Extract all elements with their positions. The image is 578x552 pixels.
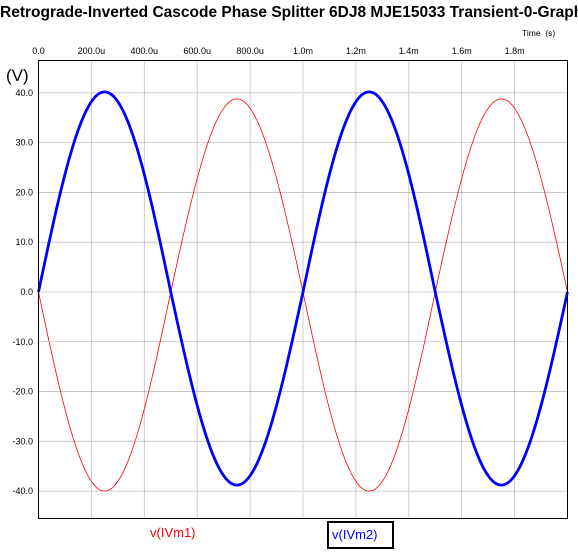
y-tick-label: -10.0 [12, 337, 33, 347]
y-axis-label: (V) [6, 66, 29, 85]
x-tick-label: 1.4m [399, 46, 419, 56]
grid-lines [38, 60, 568, 519]
x-axis-label: Time (s) [522, 28, 555, 38]
y-tick-label: -30.0 [12, 436, 33, 446]
legend-entry-ivm1: v(IVm1) [150, 525, 196, 540]
x-tick-label: 600.0u [183, 46, 211, 56]
x-tick-label: 1.0m [293, 46, 313, 56]
series-line-vivm2 [37, 90, 569, 487]
y-tick-labels: 40.0 30.0 20.0 10.0 0.0 -10.0 -20.0 -30.0 -40.0 [12, 88, 33, 496]
x-tick-label: 200.0u [78, 46, 106, 56]
plot-frame [38, 60, 568, 519]
y-tick-label: 40.0 [15, 88, 33, 98]
y-tick-label: -40.0 [12, 486, 33, 496]
x-tick-label: 1.8m [505, 46, 525, 56]
x-tick-label: 800.0u [236, 46, 264, 56]
x-tick-label: 1.2m [346, 46, 366, 56]
x-tick-label: 400.0u [131, 46, 159, 56]
y-tick-label: 0.0 [20, 287, 33, 297]
series-lines [37, 90, 569, 492]
chart-title: Retrograde-Inverted Cascode Phase Splitt… [0, 4, 578, 21]
x-tick-label: 0.0 [32, 46, 45, 56]
y-tick-label: -20.0 [12, 387, 33, 397]
y-tick-label: 20.0 [15, 187, 33, 197]
y-tick-label: 10.0 [15, 237, 33, 247]
x-tick-labels: 0.0 200.0u 400.0u 600.0u 800.0u 1.0m 1.2m 1.4m 1… [32, 46, 524, 56]
x-tick-label: 1.6m [452, 46, 472, 56]
y-tick-label: 30.0 [15, 138, 33, 148]
legend-entry-ivm2: v(IVm2) [327, 521, 394, 549]
